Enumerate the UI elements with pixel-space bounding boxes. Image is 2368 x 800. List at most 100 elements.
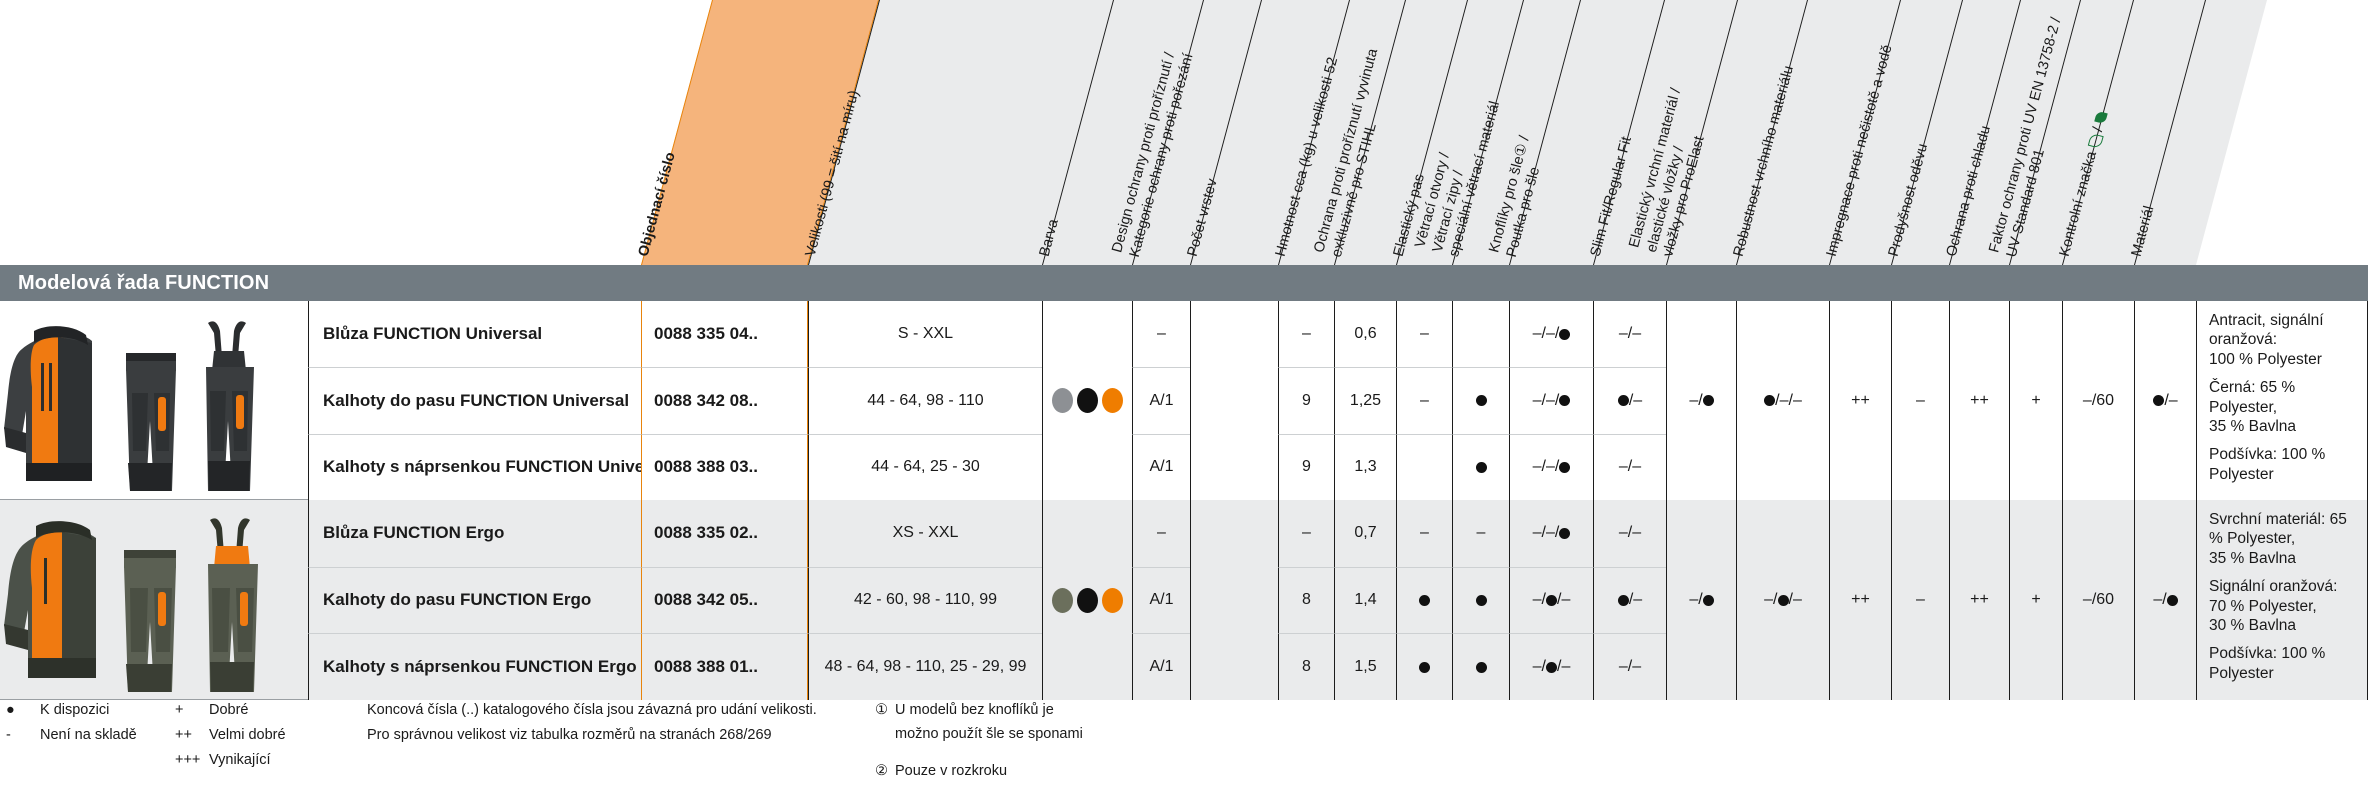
- jacket-illustration: [4, 326, 92, 481]
- filled-dot-icon: [1559, 527, 1571, 539]
- cell-stihl: [1396, 433, 1452, 500]
- cell-robust: ++: [1829, 301, 1891, 500]
- cell-mark: /–: [2134, 301, 2196, 500]
- cell-fit: –/: [1666, 301, 1736, 500]
- color-swatch-cell: [1042, 633, 1132, 700]
- order-number-cell: 0088 342 08..: [641, 367, 808, 434]
- cell-layers: –: [1278, 301, 1334, 368]
- cell-waist: [1452, 367, 1509, 434]
- cell-layers: 9: [1278, 433, 1334, 500]
- legend-quality: + Dobré ++ Velmi dobré +++ Vynikající: [175, 700, 286, 775]
- leaf-green-icon: [2093, 110, 2109, 126]
- legend-note-text: Koncová čísla (..) katalogového čísla js…: [367, 702, 817, 718]
- filled-dot-icon: [1475, 461, 1487, 473]
- bib-trousers-illustration-ergo: [208, 518, 258, 692]
- filled-dot-icon: [1419, 594, 1430, 606]
- cell-weight: 1,3: [1334, 433, 1396, 500]
- material-line: Podšívka: 100 % Polyester: [2209, 645, 2326, 682]
- filled-dot-icon: [1475, 594, 1487, 606]
- cell-robust: ++: [1829, 500, 1891, 700]
- cell-uv: –/60: [2062, 500, 2134, 700]
- product-name-cell: Blůza FUNCTION Ergo: [308, 500, 641, 567]
- material-line: Černá: 65 % Polyester, 35 % Bavlna: [2209, 379, 2297, 435]
- spacer-cell: [1190, 633, 1278, 700]
- material-cell: Antracit, signální oranžová: 100 % Polyes…: [2196, 301, 2368, 500]
- product-group-ergo: Blůza FUNCTION Ergo 0088 335 02.. XS - XXL…: [0, 500, 2368, 700]
- color-swatch-2: [1101, 587, 1123, 613]
- legend-note-text: Pro správnou velikost viz tabulka rozměr…: [367, 727, 772, 744]
- cell-cut: A/1: [1132, 633, 1190, 700]
- cell-elmat: –//–: [1736, 500, 1829, 700]
- order-number-cell: 0088 335 04..: [641, 301, 808, 368]
- filled-dot-icon: [1559, 395, 1571, 407]
- cell-vents: –/–/: [1509, 433, 1593, 500]
- filled-dot-icon: [1475, 661, 1487, 673]
- cell-braces: –/–: [1593, 633, 1666, 700]
- trousers-illustration-ergo: [124, 550, 176, 692]
- legend-note: Pro správnou velikost viz tabulka rozměr…: [367, 725, 817, 746]
- footnote-1: ① U modelů bez knoflíků je: [875, 700, 1083, 721]
- cell-stihl: [1396, 566, 1452, 634]
- product-photo-universal: [0, 301, 308, 500]
- footnote-text: U modelů bez knoflíků je: [895, 702, 1054, 718]
- cell-waist: [1452, 633, 1509, 700]
- filled-dot-icon: [1419, 661, 1430, 673]
- filled-dot-icon: [1702, 594, 1714, 606]
- cell-waist: [1452, 301, 1509, 368]
- cell-cut: A/1: [1132, 433, 1190, 500]
- color-swatches: [1042, 500, 1132, 700]
- material-line: Svrchní materiál: 65 % Polyester, 35 % Ba…: [2209, 511, 2347, 567]
- footnote-1-cont: možno použít šle se sponami: [875, 724, 1083, 745]
- legend-label: Není na skladě: [40, 727, 137, 744]
- filled-dot-icon: [2153, 395, 2165, 406]
- legend-footnotes: ① U modelů bez knoflíků je možno použít …: [875, 700, 1083, 785]
- spacer-cell: [1190, 566, 1278, 634]
- spacer-cell: [1190, 301, 1278, 368]
- legend-symbol: ●: [6, 702, 15, 718]
- cell-braces: –/–: [1593, 500, 1666, 567]
- product-group-universal: Blůza FUNCTION Universal 0088 335 04.. S -…: [0, 301, 2368, 500]
- product-image-ergo: [4, 518, 258, 692]
- legend-availability: ● K dispozici - Není na skladě: [6, 700, 137, 750]
- material-line: Antracit, signální oranžová: 100 % Polyes…: [2209, 312, 2324, 368]
- legend-area: ● K dispozici - Není na skladě + Dobré +…: [0, 700, 2368, 800]
- spacer-cell: [1190, 433, 1278, 500]
- spacer-cell: [1190, 500, 1278, 567]
- cell-sizes: 42 - 60, 98 - 110, 99: [808, 566, 1042, 634]
- cell-layers: 8: [1278, 566, 1334, 634]
- cell-weight: 1,4: [1334, 566, 1396, 634]
- table-row: Kalhoty s náprsenkou FUNCTION Universal 0…: [308, 433, 2368, 500]
- cell-vents: –/–/: [1509, 301, 1593, 368]
- footnote-2: ② Pouze v rozkroku: [875, 761, 1083, 782]
- cell-braces: –/–: [1593, 433, 1666, 500]
- color-swatch-cell: [1042, 301, 1132, 368]
- footnote-text: možno použít šle se sponami: [895, 726, 1083, 743]
- cell-cold: +: [2009, 301, 2062, 500]
- cell-weight: 1,25: [1334, 367, 1396, 434]
- legend-symbol: +: [175, 702, 184, 718]
- cell-braces: –/–: [1593, 301, 1666, 368]
- color-swatch-cell: [1042, 433, 1132, 500]
- cell-cut: –: [1132, 500, 1190, 567]
- legend-symbol: +++: [175, 752, 201, 769]
- cell-weight: 0,7: [1334, 500, 1396, 567]
- product-name-cell: Kalhoty do pasu FUNCTION Universal: [308, 367, 641, 434]
- legend-symbol: ++: [175, 727, 192, 744]
- cell-sizes: 48 - 64, 98 - 110, 25 - 29, 99: [808, 633, 1042, 700]
- cell-waist: –: [1452, 500, 1509, 567]
- footnote-marker: ①: [875, 702, 888, 718]
- filled-dot-icon: [1617, 395, 1629, 407]
- cell-impreg: –: [1891, 301, 1949, 500]
- cell-layers: 9: [1278, 367, 1334, 434]
- cell-breath: ++: [1949, 301, 2009, 500]
- cell-vents: –//–: [1509, 566, 1593, 634]
- cell-fit: –/: [1666, 500, 1736, 700]
- footnote-marker: ②: [875, 763, 888, 780]
- cell-sizes: 44 - 64, 98 - 110: [808, 367, 1042, 434]
- filled-dot-icon: [1546, 594, 1557, 606]
- ergo-rows: Blůza FUNCTION Ergo 0088 335 02.. XS - XXL…: [308, 500, 2368, 700]
- order-number-cell: 0088 388 01..: [641, 633, 808, 700]
- cell-layers: 8: [1278, 633, 1334, 700]
- material-line: Podšívka: 100 % Polyester: [2209, 446, 2326, 483]
- cell-vents: –//–: [1509, 633, 1593, 700]
